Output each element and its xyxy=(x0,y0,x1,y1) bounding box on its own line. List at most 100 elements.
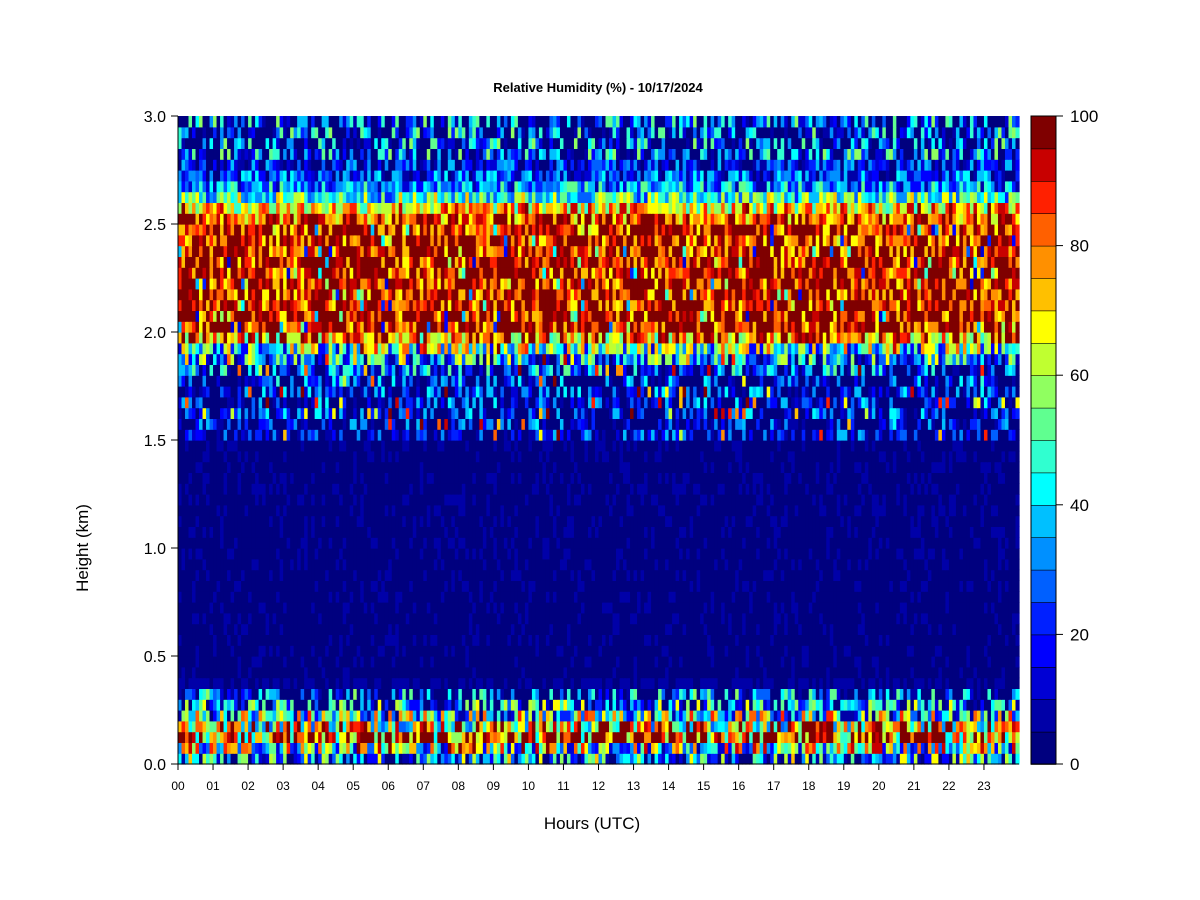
heatmap-cell xyxy=(356,688,361,700)
heatmap-cell xyxy=(223,710,228,722)
heatmap-cell xyxy=(1001,666,1006,679)
heatmap-cell xyxy=(332,720,337,733)
heatmap-cell xyxy=(185,656,190,668)
heatmap-cell xyxy=(405,742,410,754)
heatmap-cell xyxy=(742,623,747,635)
heatmap-cell xyxy=(272,645,277,657)
heatmap-cell xyxy=(381,591,386,603)
heatmap-cell xyxy=(910,753,915,765)
heatmap-cell xyxy=(777,742,782,754)
heatmap-cell xyxy=(661,591,666,603)
heatmap-cell xyxy=(609,612,614,625)
heatmap-cell xyxy=(360,688,365,700)
heatmap-cell xyxy=(812,623,817,635)
heatmap-cell xyxy=(682,645,687,657)
heatmap-cell xyxy=(545,753,551,765)
heatmap-cell xyxy=(300,666,305,679)
heatmap-cell xyxy=(875,623,880,635)
heatmap-cell xyxy=(633,558,638,571)
heatmap-cell xyxy=(752,612,757,625)
heatmap-cell xyxy=(566,569,572,581)
heatmap-cell xyxy=(948,699,954,711)
heatmap-cell xyxy=(840,580,845,592)
heatmap-cell xyxy=(517,710,522,722)
heatmap-cell xyxy=(465,645,470,657)
heatmap-cell xyxy=(580,580,586,592)
heatmap-cell xyxy=(335,742,340,754)
heatmap-cell xyxy=(503,688,508,700)
heatmap-cell xyxy=(549,753,554,765)
heatmap-cell xyxy=(290,666,295,679)
heatmap-cell xyxy=(703,742,708,754)
heatmap-cell xyxy=(493,666,498,679)
heatmap-cell xyxy=(864,634,869,646)
heatmap-cell xyxy=(931,666,936,679)
heatmap-cell xyxy=(402,753,407,765)
heatmap-cell xyxy=(514,580,519,592)
heatmap-cell xyxy=(468,569,473,581)
heatmap-cell xyxy=(707,645,712,657)
heatmap-cell xyxy=(293,634,298,646)
heatmap-cell xyxy=(188,602,193,614)
heatmap-cell xyxy=(552,666,558,679)
heatmap-cell xyxy=(997,580,1003,592)
heatmap-cell xyxy=(437,742,442,754)
heatmap-cell xyxy=(773,688,778,700)
heatmap-cell xyxy=(654,580,659,592)
heatmap-cell xyxy=(931,569,936,581)
heatmap-cell xyxy=(609,537,614,549)
heatmap-cell xyxy=(507,634,512,646)
heatmap-cell xyxy=(472,548,477,560)
heatmap-cell xyxy=(311,720,316,733)
heatmap-cell xyxy=(850,580,855,592)
heatmap-cell xyxy=(899,645,904,657)
heatmap-cell xyxy=(945,688,950,700)
heatmap-cell xyxy=(759,537,764,549)
heatmap-cell xyxy=(269,634,274,646)
heatmap-cell xyxy=(185,612,190,625)
heatmap-cell xyxy=(686,580,691,592)
heatmap-cell xyxy=(920,591,925,603)
heatmap-cell xyxy=(938,558,943,571)
heatmap-cell xyxy=(861,753,866,765)
heatmap-cell xyxy=(899,623,904,635)
heatmap-cell xyxy=(188,753,193,765)
heatmap-cell xyxy=(328,634,333,646)
heatmap-cell xyxy=(468,720,473,733)
heatmap-cell xyxy=(826,699,831,711)
heatmap-cell xyxy=(293,688,298,700)
heatmap-cell xyxy=(262,537,267,549)
heatmap-cell xyxy=(1008,742,1013,754)
heatmap-cell xyxy=(913,569,918,581)
heatmap-cell xyxy=(255,548,260,560)
heatmap-cell xyxy=(966,623,971,635)
heatmap-cell xyxy=(346,742,351,754)
heatmap-cell xyxy=(402,656,407,668)
heatmap-cell xyxy=(952,580,957,592)
heatmap-cell xyxy=(486,645,491,657)
heatmap-cell xyxy=(381,634,386,646)
heatmap-cell xyxy=(808,666,813,679)
heatmap-cell xyxy=(777,699,782,711)
heatmap-cell xyxy=(819,688,824,700)
heatmap-cell xyxy=(241,612,246,625)
heatmap-cell xyxy=(983,710,989,722)
heatmap-cell xyxy=(255,710,260,722)
heatmap-cell xyxy=(269,537,274,549)
heatmap-cell xyxy=(868,753,873,765)
heatmap-cell xyxy=(819,753,824,765)
heatmap-cell xyxy=(307,623,312,635)
heatmap-cell xyxy=(451,580,456,592)
heatmap-cell xyxy=(689,558,694,571)
heatmap-cell xyxy=(738,612,743,625)
heatmap-cell xyxy=(209,699,214,711)
heatmap-cell xyxy=(237,720,242,733)
heatmap-cell xyxy=(885,548,890,560)
heatmap-cell xyxy=(703,710,708,722)
heatmap-cell xyxy=(244,537,249,549)
heatmap-cell xyxy=(815,537,820,549)
heatmap-cell xyxy=(633,666,638,679)
heatmap-cell xyxy=(181,699,186,711)
heatmap-cell xyxy=(878,677,883,689)
heatmap-cell xyxy=(451,612,456,625)
